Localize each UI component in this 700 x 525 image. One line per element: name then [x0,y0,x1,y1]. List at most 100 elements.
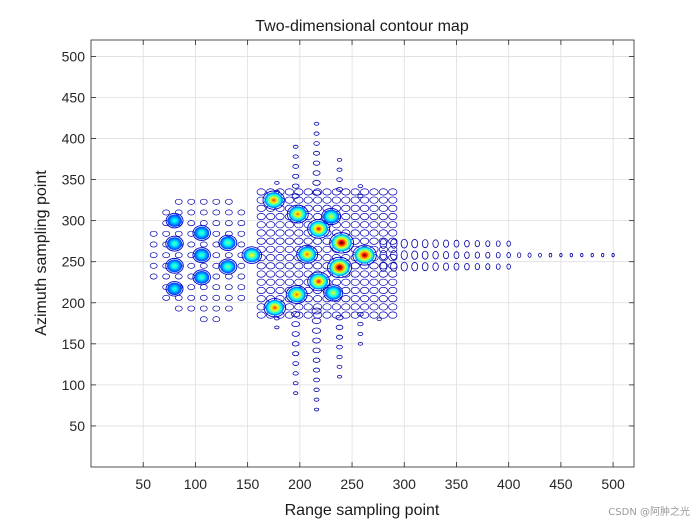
sidelobe-contour [266,237,276,245]
sidelobe-contour [266,254,276,262]
x-tick-label: 200 [288,476,312,492]
sidelobe-contour [506,252,511,259]
sidelobe-contour [162,252,171,259]
sidelobe-contour [292,164,299,169]
sidelobe-contour [331,303,341,311]
sidelobe-contour [199,305,208,312]
peak-contour-level [192,269,211,286]
sidelobe-contour [388,303,398,311]
sidelobe-contour [601,253,605,258]
sidelobe-contour [266,262,276,270]
sidelobe-contour [388,212,398,221]
sidelobe-contour [312,160,321,166]
sidelobe-contour [266,229,276,237]
x-tick-label: 100 [184,476,208,492]
sidelobe-contour [378,237,388,245]
sidelobe-contour [388,237,398,245]
sidelobe-contour [390,238,398,249]
sidelobe-contour [495,263,501,270]
sidelobe-contour [341,286,351,295]
sidelobe-contour [291,183,300,189]
sidelobe-contour [357,193,364,199]
peak-contour-level [200,276,203,279]
sidelobe-contour [212,273,221,280]
sidelobe-contour [312,357,321,363]
sidelobe-contour [336,177,343,182]
sidelobe-contour [378,229,388,237]
sidelobe-contour [322,237,332,245]
peak-contour [165,281,184,297]
sidelobe-contour [256,204,266,212]
sidelobe-contour [303,303,313,311]
sidelobe-contour [256,295,266,303]
y-tick-label: 100 [62,377,86,393]
sidelobe-contour [369,295,379,303]
peak-contour-level [200,231,203,235]
sidelobe-contour [360,212,370,221]
sidelobe-contour [256,221,266,229]
x-tick-label: 450 [549,476,573,492]
sidelobe-contour [464,239,470,248]
y-axis-title: Azimuth sampling point [33,170,50,336]
sidelobe-contour [378,303,388,311]
peak-contour-level [192,247,211,264]
sidelobe-contour [294,311,304,319]
sidelobe-contour [506,263,511,270]
sidelobe-contour [294,188,304,196]
sidelobe-contour [313,141,320,146]
sidelobe-contour [284,311,294,319]
sidelobe-contour [350,188,360,196]
sidelobe-contour [275,286,285,295]
sidelobe-contour [275,237,285,245]
sidelobe-contour [369,229,379,237]
sidelobe-contour [421,250,429,260]
sidelobe-contour [379,261,388,272]
sidelobe-contour [517,252,522,258]
sidelobe-contour [313,150,321,156]
sidelobe-contour [369,286,379,295]
peak-contour-level [263,298,286,318]
sidelobe-contour [559,253,563,258]
x-tick-label: 400 [497,476,521,492]
peak-contour-level [165,235,184,252]
sidelobe-contour [341,188,351,196]
sidelobe-contour [149,230,158,237]
sidelobe-contour [322,188,332,196]
y-tick-label: 50 [69,418,85,434]
sidelobe-contour [212,198,221,205]
sidelobe-contour [443,251,450,260]
sidelobe-contour [411,262,419,272]
sidelobe-contour [212,284,221,291]
sidelobe-contour [303,262,313,270]
sidelobe-contour [376,317,382,322]
x-tick-label: 250 [340,476,364,492]
sidelobe-contour [350,286,360,295]
sidelobe-contour [284,237,294,245]
sidelobe-contour [400,238,408,249]
sidelobe-contour [357,331,364,336]
sidelobe-contour [474,251,480,259]
sidelobe-contour [360,204,370,212]
sidelobe-contour [336,344,343,350]
sidelobe-contour [322,196,332,204]
sidelobe-contour [303,237,313,245]
sidelobe-contour [432,262,439,271]
sidelobe-contour [291,321,300,328]
x-tick-label: 350 [445,476,469,492]
sidelobe-contour [275,245,285,253]
sidelobe-contour [360,286,370,295]
peak-contour [307,271,331,292]
sidelobe-contour [256,212,266,221]
sidelobe-contour [388,270,398,278]
sidelobe-contour [369,188,379,196]
sidelobe-contour [336,364,343,369]
peak-contour-level [273,306,277,310]
peak-contour-level [272,198,276,202]
sidelobe-contour [212,305,221,312]
y-tick-label: 250 [62,254,86,270]
sidelobe-contour [336,374,343,379]
sidelobe-contour [580,253,584,258]
peak-contour-level [305,253,309,256]
peak-contour [296,244,319,264]
sidelobe-contour [378,204,388,212]
